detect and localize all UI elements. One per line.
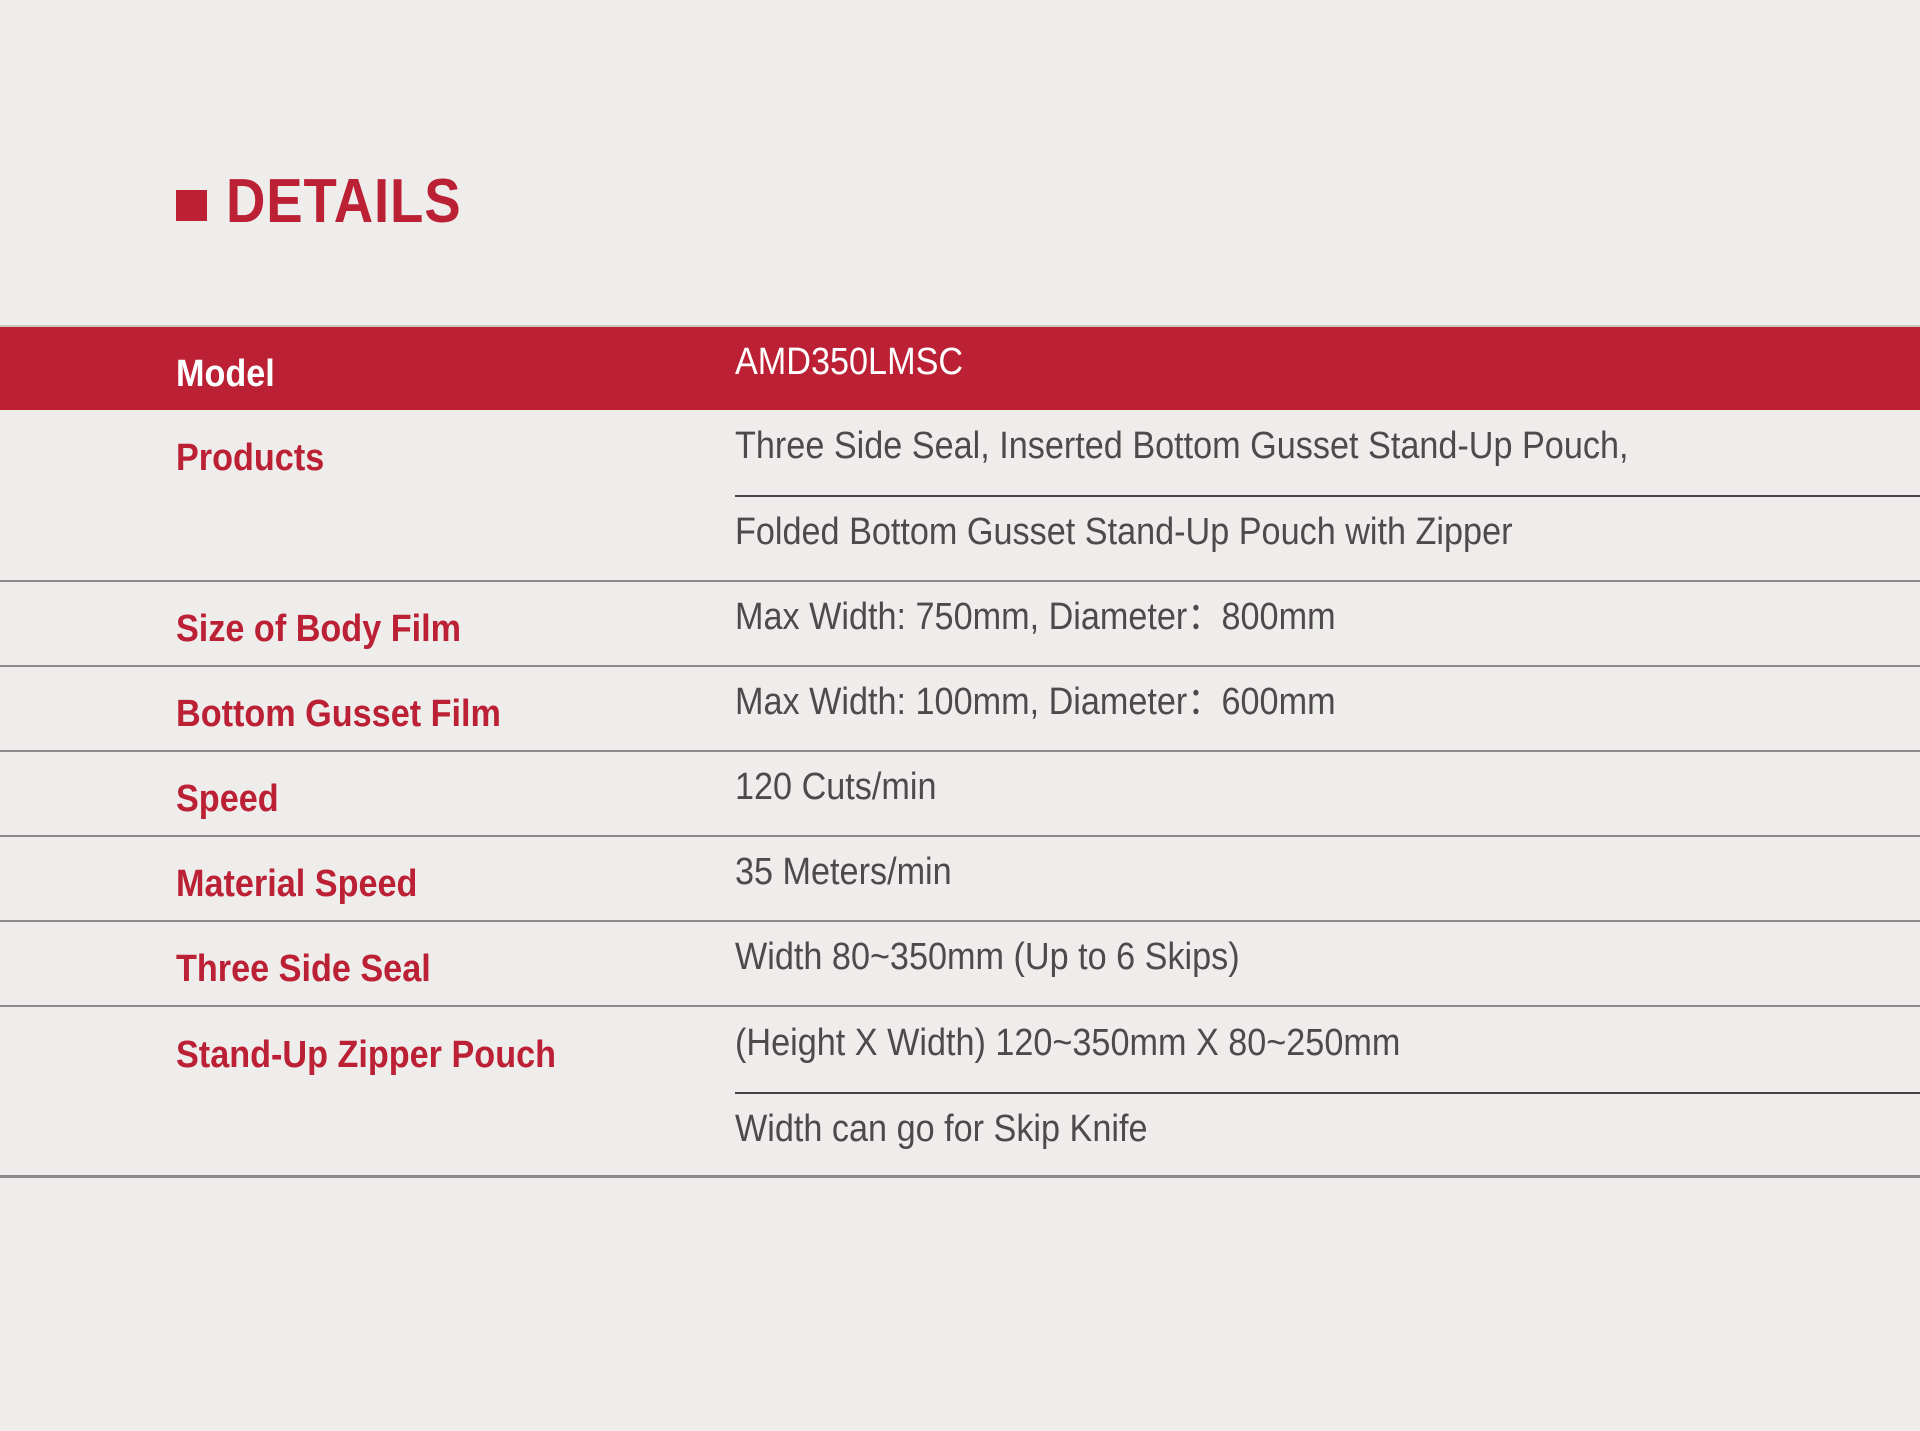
value-cell: Max Width: 750mm, Diameter：800mm (735, 582, 1920, 665)
row-value: Max Width: 100mm, Diameter：600mm (735, 680, 1336, 723)
table-row-three-side-seal: Three Side Seal Width 80~350mm (Up to 6 … (0, 920, 1920, 1005)
table-row-speed: Speed 120 Cuts/min (0, 750, 1920, 835)
label-cell: Size of Body Film (0, 582, 735, 665)
row-value: Folded Bottom Gusset Stand-Up Pouch with… (735, 510, 1513, 553)
row-value: 35 Meters/min (735, 850, 952, 893)
label-cell-empty (0, 1092, 735, 1177)
row-label: Stand-Up Zipper Pouch (176, 1033, 556, 1076)
page-title-block: DETAILS (176, 168, 494, 236)
table-row-products: Products Three Side Seal, Inserted Botto… (0, 410, 1920, 580)
table-subrow: Products Three Side Seal, Inserted Botto… (0, 410, 1920, 495)
label-cell: Bottom Gusset Film (0, 667, 735, 750)
value-cell: 35 Meters/min (735, 837, 1920, 920)
table-subrow: Folded Bottom Gusset Stand-Up Pouch with… (0, 495, 1920, 580)
row-label: Size of Body Film (176, 607, 462, 650)
value-cell: Width 80~350mm (Up to 6 Skips) (735, 922, 1920, 1005)
row-value: Max Width: 750mm, Diameter：800mm (735, 595, 1336, 638)
table-row-stand-up-zipper-pouch: Stand-Up Zipper Pouch (Height X Width) 1… (0, 1005, 1920, 1175)
table-row-size-of-body-film: Size of Body Film Max Width: 750mm, Diam… (0, 580, 1920, 665)
row-value: Width can go for Skip Knife (735, 1107, 1148, 1150)
label-cell: Stand-Up Zipper Pouch (0, 1007, 735, 1092)
label-cell-empty (0, 495, 735, 580)
row-value: Width 80~350mm (Up to 6 Skips) (735, 935, 1240, 978)
header-value-cell: AMD350LMSC (735, 327, 1920, 410)
table-row-bottom-gusset-film: Bottom Gusset Film Max Width: 100mm, Dia… (0, 665, 1920, 750)
value-cell: (Height X Width) 120~350mm X 80~250mm (735, 1007, 1920, 1092)
row-value: (Height X Width) 120~350mm X 80~250mm (735, 1021, 1401, 1064)
row-label: Speed (176, 777, 279, 820)
row-value: Three Side Seal, Inserted Bottom Gusset … (735, 424, 1629, 467)
row-label: Bottom Gusset Film (176, 692, 501, 735)
table-subrow: Width can go for Skip Knife (0, 1092, 1920, 1177)
details-spec-table: Model AMD350LMSC Products Three Side Sea… (0, 325, 1920, 1178)
label-cell: Products (0, 410, 735, 495)
header-label-cell: Model (0, 327, 735, 410)
label-cell: Three Side Seal (0, 922, 735, 1005)
value-cell: Max Width: 100mm, Diameter：600mm (735, 667, 1920, 750)
row-label: Three Side Seal (176, 947, 431, 990)
row-label: Model (176, 352, 275, 395)
table-subrow: Stand-Up Zipper Pouch (Height X Width) 1… (0, 1007, 1920, 1092)
table-row-material-speed: Material Speed 35 Meters/min (0, 835, 1920, 920)
row-value: AMD350LMSC (735, 340, 964, 383)
label-cell: Speed (0, 752, 735, 835)
label-cell: Material Speed (0, 837, 735, 920)
value-cell: Width can go for Skip Knife (735, 1092, 1920, 1177)
page-title: DETAILS (226, 167, 462, 236)
row-value: 120 Cuts/min (735, 765, 937, 808)
table-header-row-model: Model AMD350LMSC (0, 325, 1920, 410)
value-cell: Folded Bottom Gusset Stand-Up Pouch with… (735, 495, 1920, 580)
row-label: Material Speed (176, 862, 418, 905)
value-cell: Three Side Seal, Inserted Bottom Gusset … (735, 410, 1920, 495)
row-label: Products (176, 436, 325, 479)
square-bullet-icon (176, 189, 207, 221)
value-cell: 120 Cuts/min (735, 752, 1920, 835)
